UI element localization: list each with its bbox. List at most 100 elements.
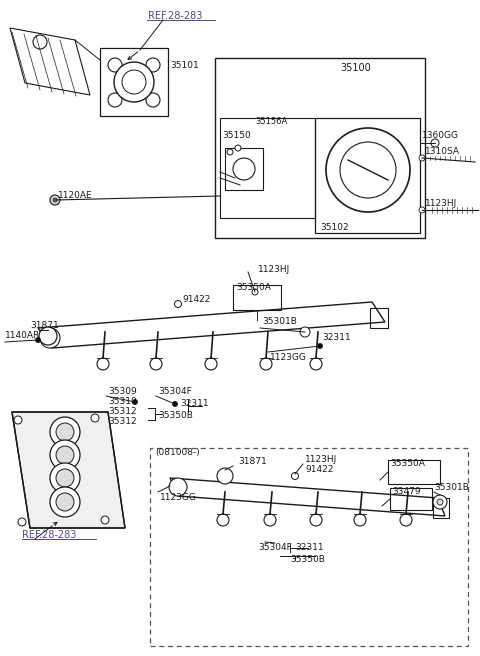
Text: 1120AE: 1120AE — [58, 192, 93, 201]
Text: 1123HJ: 1123HJ — [305, 455, 337, 464]
Text: 35350A: 35350A — [236, 283, 271, 293]
Text: 33479: 33479 — [392, 487, 420, 495]
Text: 91422: 91422 — [182, 295, 210, 304]
Circle shape — [108, 93, 122, 107]
Text: REF.28-283: REF.28-283 — [22, 530, 76, 540]
Bar — [150, 448, 468, 646]
Circle shape — [233, 158, 255, 180]
Circle shape — [419, 207, 425, 213]
Circle shape — [108, 58, 122, 72]
Circle shape — [132, 400, 137, 405]
Text: 1123HJ: 1123HJ — [425, 199, 457, 207]
Text: 1310SA: 1310SA — [425, 148, 460, 157]
Circle shape — [354, 514, 366, 526]
Circle shape — [431, 139, 439, 147]
Text: 35309: 35309 — [108, 388, 137, 396]
Circle shape — [114, 62, 154, 102]
Text: 35350B: 35350B — [290, 556, 325, 565]
Circle shape — [172, 401, 178, 407]
Circle shape — [50, 417, 80, 447]
Text: 35312: 35312 — [108, 407, 137, 417]
Text: 35301B: 35301B — [434, 483, 469, 493]
Text: 35304F: 35304F — [258, 544, 292, 552]
Circle shape — [39, 327, 57, 345]
Circle shape — [56, 423, 74, 441]
Circle shape — [419, 155, 425, 161]
Text: 35102: 35102 — [320, 224, 348, 232]
Circle shape — [50, 487, 80, 517]
Text: 32311: 32311 — [295, 544, 324, 552]
Text: REF.28-283: REF.28-283 — [148, 11, 202, 21]
Text: 91422: 91422 — [305, 466, 334, 474]
Circle shape — [56, 446, 74, 464]
Polygon shape — [12, 412, 125, 528]
Text: 35350A: 35350A — [390, 459, 425, 468]
Circle shape — [260, 358, 272, 370]
Text: 1123HJ: 1123HJ — [258, 266, 290, 274]
Circle shape — [146, 93, 160, 107]
Circle shape — [50, 195, 60, 205]
Circle shape — [14, 416, 22, 424]
Circle shape — [217, 468, 233, 484]
Bar — [225, 148, 263, 190]
Circle shape — [53, 198, 57, 202]
Circle shape — [122, 70, 146, 94]
Circle shape — [33, 35, 47, 49]
Bar — [220, 118, 315, 218]
Text: 1123GG: 1123GG — [160, 493, 197, 502]
Bar — [388, 460, 440, 484]
Bar — [370, 308, 388, 328]
Circle shape — [150, 358, 162, 370]
Circle shape — [433, 495, 447, 509]
Circle shape — [340, 142, 396, 198]
Text: 35150: 35150 — [222, 131, 251, 140]
Text: 32311: 32311 — [180, 400, 209, 409]
Circle shape — [310, 358, 322, 370]
Circle shape — [326, 128, 410, 212]
Circle shape — [317, 344, 323, 348]
Circle shape — [56, 469, 74, 487]
Circle shape — [264, 514, 276, 526]
Circle shape — [91, 414, 99, 422]
Circle shape — [310, 514, 322, 526]
Bar — [215, 58, 425, 238]
Text: 1123GG: 1123GG — [270, 354, 307, 363]
Circle shape — [205, 358, 217, 370]
Bar — [390, 488, 432, 510]
Circle shape — [175, 300, 181, 308]
Bar — [100, 48, 168, 116]
Text: 35312: 35312 — [108, 417, 137, 426]
Circle shape — [437, 499, 443, 505]
Circle shape — [252, 289, 258, 295]
Bar — [315, 118, 420, 233]
Circle shape — [169, 478, 187, 496]
Circle shape — [36, 337, 40, 342]
Circle shape — [300, 327, 310, 337]
Circle shape — [400, 514, 412, 526]
Circle shape — [56, 493, 74, 511]
Circle shape — [50, 440, 80, 470]
Circle shape — [40, 328, 60, 348]
Text: 35101: 35101 — [170, 60, 199, 70]
Circle shape — [97, 358, 109, 370]
Text: 31871: 31871 — [238, 457, 267, 466]
Text: 35310: 35310 — [108, 398, 137, 407]
Text: 35156A: 35156A — [255, 117, 287, 127]
Text: 35100: 35100 — [340, 63, 371, 73]
Text: 1140AR: 1140AR — [5, 331, 40, 340]
Bar — [233, 285, 281, 310]
Text: (081008-): (081008-) — [155, 447, 200, 457]
Circle shape — [18, 518, 26, 526]
Circle shape — [291, 472, 299, 480]
Text: 31871: 31871 — [30, 321, 59, 331]
Text: 35350B: 35350B — [158, 411, 193, 419]
Circle shape — [235, 145, 241, 151]
Circle shape — [227, 149, 233, 155]
Text: 35304F: 35304F — [158, 388, 192, 396]
Circle shape — [146, 58, 160, 72]
Circle shape — [50, 463, 80, 493]
Text: 1360GG: 1360GG — [422, 131, 459, 140]
Circle shape — [101, 516, 109, 524]
Bar — [433, 498, 449, 518]
Text: 32311: 32311 — [322, 333, 350, 342]
